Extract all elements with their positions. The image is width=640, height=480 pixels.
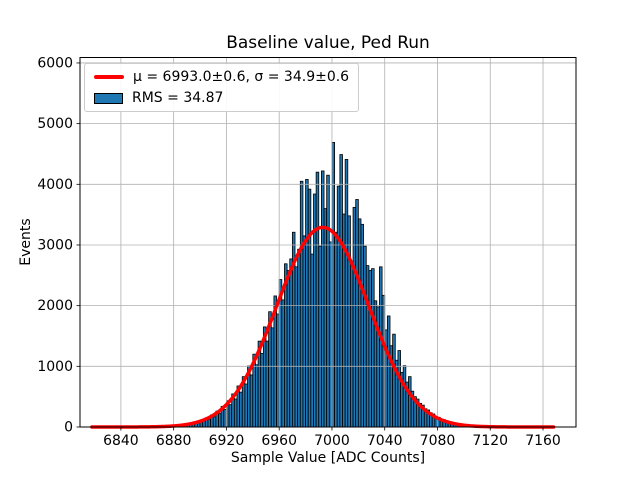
legend: μ = 6993.0±0.6, σ = 34.9±0.6 RMS = 34.87 [84, 63, 360, 112]
fit-legend-label: μ = 6993.0±0.6, σ = 34.9±0.6 [133, 69, 350, 85]
legend-item-histogram: RMS = 34.87 [94, 89, 349, 107]
x-tick-label: 7040 [367, 433, 403, 449]
y-tick-label: 6000 [37, 55, 73, 71]
chart-title: Baseline value, Ped Run [226, 33, 430, 53]
gaussian-fit-layer [90, 225, 556, 429]
x-tick-label: 7080 [420, 433, 456, 449]
axes-frame [79, 57, 577, 428]
axes-frame-layer [79, 57, 577, 428]
rms-legend-label: RMS = 34.87 [132, 90, 224, 106]
y-tick-label: 4000 [37, 177, 73, 193]
histogram-patch-sample [94, 92, 123, 104]
x-tick-label: 7120 [472, 433, 508, 449]
y-tick-label: 2000 [37, 298, 73, 314]
y-tick-label: 1000 [37, 359, 73, 375]
histogram-bars-layer [107, 142, 552, 428]
x-tick-label: 6840 [103, 433, 139, 449]
y-tick-label: 3000 [37, 237, 73, 253]
y-axis-label: Events [18, 218, 34, 266]
x-tick-label: 7000 [314, 433, 350, 449]
tick-marks-layer [76, 62, 544, 431]
y-tick-label: 0 [64, 419, 73, 435]
fit-line-sample [94, 75, 124, 79]
x-tick-label: 6880 [156, 433, 192, 449]
x-tick-label: 7160 [525, 433, 561, 449]
legend-item-fit: μ = 6993.0±0.6, σ = 34.9±0.6 [94, 68, 349, 86]
y-tick-label: 5000 [37, 116, 73, 132]
x-tick-label: 6960 [261, 433, 297, 449]
tick-labels-layer: 6840 6880 6920 6960 7000 7040 7080 7120 7160 0 100… [37, 55, 560, 449]
gaussian-fit-curve [90, 225, 556, 429]
x-axis-label: Sample Value [ADC Counts] [230, 450, 426, 466]
x-tick-label: 6920 [209, 433, 245, 449]
